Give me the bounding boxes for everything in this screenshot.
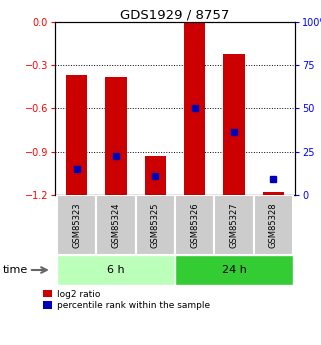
Bar <box>184 22 205 198</box>
Text: GSM85328: GSM85328 <box>269 202 278 248</box>
Text: GSM85326: GSM85326 <box>190 202 199 248</box>
Text: 24 h: 24 h <box>221 265 247 275</box>
Bar <box>96 195 136 255</box>
Text: GSM85323: GSM85323 <box>72 202 81 248</box>
Bar <box>57 255 175 285</box>
Bar <box>263 192 284 198</box>
Text: GSM85324: GSM85324 <box>111 202 120 248</box>
Text: GSM85325: GSM85325 <box>151 202 160 248</box>
Text: 6 h: 6 h <box>107 265 125 275</box>
Bar <box>144 156 166 198</box>
Bar <box>66 75 87 198</box>
Bar <box>105 77 127 198</box>
Legend: log2 ratio, percentile rank within the sample: log2 ratio, percentile rank within the s… <box>43 289 210 310</box>
Bar <box>254 195 293 255</box>
Text: GDS1929 / 8757: GDS1929 / 8757 <box>120 9 230 22</box>
Bar <box>175 255 293 285</box>
Text: GSM85327: GSM85327 <box>230 202 239 248</box>
Bar <box>57 195 96 255</box>
Bar <box>214 195 254 255</box>
Text: time: time <box>3 265 29 275</box>
Bar <box>175 195 214 255</box>
Bar <box>136 195 175 255</box>
Bar <box>223 54 245 198</box>
